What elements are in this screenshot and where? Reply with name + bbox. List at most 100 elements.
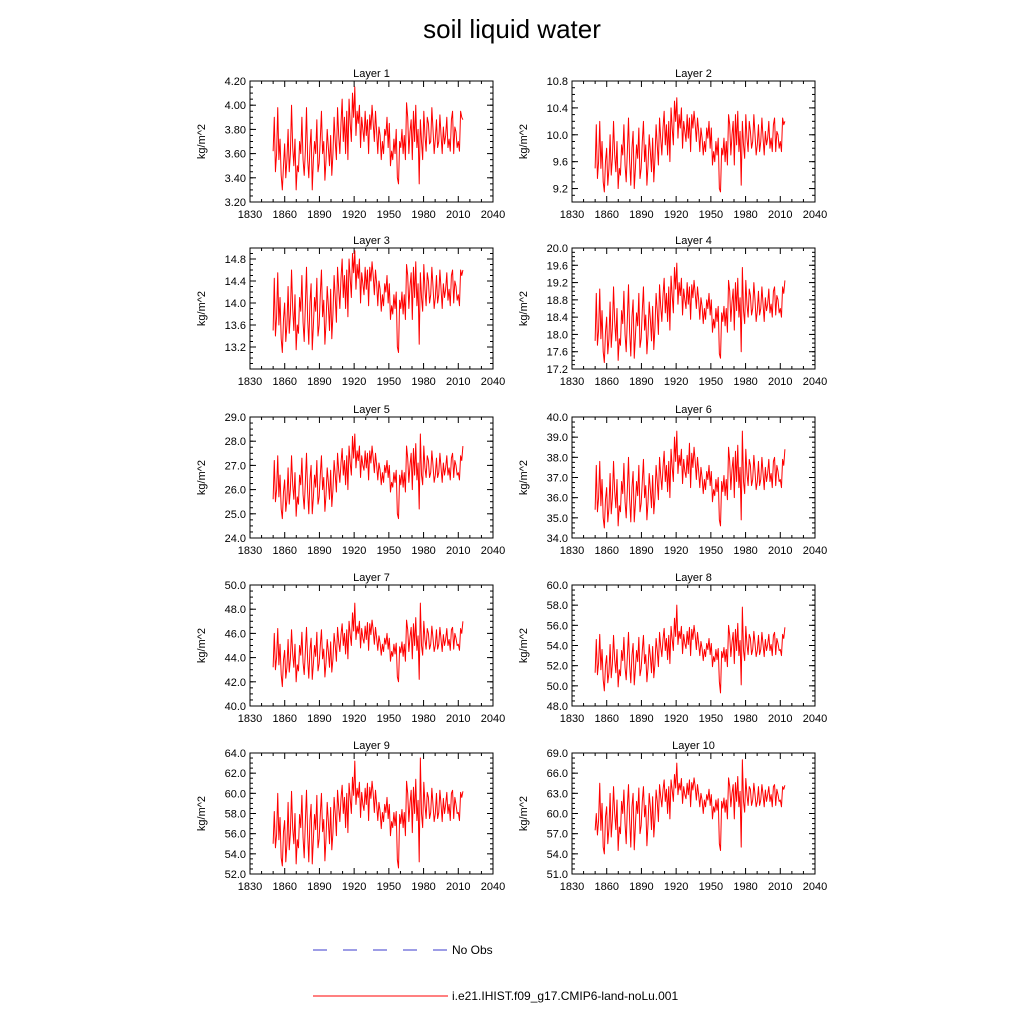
y-axis-label: kg/m^2 (518, 628, 530, 663)
x-tick-label: 1980 (411, 545, 435, 557)
x-tick-label: 1950 (699, 376, 723, 388)
x-tick-label: 1980 (411, 209, 435, 221)
x-tick-label: 1890 (629, 881, 653, 893)
y-tick-label: 13.6 (225, 320, 246, 332)
x-tick-label: 1860 (594, 881, 618, 893)
panel-5: Layer 5 1830 1860 1890 1920 1950 1980 2010 2040 2… (196, 404, 505, 557)
panel-title: Layer 5 (353, 404, 390, 416)
x-tick-label: 1950 (377, 881, 401, 893)
x-tick-label: 1920 (664, 545, 688, 557)
y-tick-label: 54.0 (547, 641, 568, 653)
x-tick-label: 2040 (803, 209, 827, 221)
plot-frame (249, 584, 494, 707)
plot-frame (571, 752, 816, 875)
panel-8: Layer 8 1830 1860 1890 1920 1950 1980 2010 2040 4… (518, 572, 827, 725)
x-tick-label: 1980 (733, 376, 757, 388)
x-tick-label: 1980 (411, 713, 435, 725)
y-tick-label: 9.6 (553, 157, 568, 169)
y-tick-label: 69.0 (547, 748, 568, 760)
y-tick-label: 10.8 (547, 76, 568, 88)
x-tick-label: 1980 (733, 209, 757, 221)
y-tick-label: 28.0 (225, 436, 246, 448)
y-axis-label: kg/m^2 (196, 796, 208, 831)
y-tick-label: 60.0 (225, 788, 246, 800)
y-tick-label: 36.0 (547, 493, 568, 505)
y-tick-label: 29.0 (225, 412, 246, 424)
x-tick-label: 1830 (238, 881, 262, 893)
y-tick-label: 52.0 (547, 661, 568, 673)
x-tick-label: 1950 (699, 209, 723, 221)
x-tick-label: 2040 (803, 713, 827, 725)
x-tick-label: 2010 (768, 713, 792, 725)
x-tick-label: 1980 (733, 881, 757, 893)
y-tick-label: 18.4 (547, 312, 568, 324)
panel-title: Layer 2 (675, 68, 712, 80)
y-axis-label: kg/m^2 (196, 628, 208, 663)
y-tick-label: 3.60 (225, 149, 246, 161)
x-tick-label: 1890 (629, 713, 653, 725)
y-tick-label: 20.0 (547, 243, 568, 255)
x-tick-label: 2040 (481, 881, 505, 893)
y-axis-label: kg/m^2 (196, 124, 208, 159)
panel-10: Layer 10 1830 1860 1890 1920 1950 1980 2010 2040… (518, 740, 827, 893)
x-tick-label: 1920 (664, 376, 688, 388)
panel-9: Layer 9 1830 1860 1890 1920 1950 1980 2010 2040 5… (196, 740, 505, 893)
x-tick-label: 2040 (481, 209, 505, 221)
y-tick-label: 3.40 (225, 173, 246, 185)
x-tick-label: 1890 (307, 545, 331, 557)
y-tick-label: 3.20 (225, 197, 246, 209)
y-tick-label: 40.0 (547, 412, 568, 424)
y-tick-label: 27.0 (225, 460, 246, 472)
series-line-1 (594, 97, 786, 193)
x-tick-label: 1980 (411, 376, 435, 388)
y-axis-label: kg/m^2 (518, 124, 530, 159)
y-tick-label: 38.0 (547, 452, 568, 464)
series-line-1 (594, 604, 786, 694)
x-tick-label: 1860 (594, 376, 618, 388)
y-tick-label: 56.0 (225, 829, 246, 841)
x-tick-label: 1830 (238, 376, 262, 388)
x-tick-label: 1950 (699, 545, 723, 557)
y-tick-label: 66.0 (547, 768, 568, 780)
x-tick-label: 2040 (481, 713, 505, 725)
y-tick-label: 44.0 (225, 653, 246, 665)
panel-title: Layer 6 (675, 404, 712, 416)
x-tick-label: 1890 (307, 713, 331, 725)
y-tick-label: 9.2 (553, 184, 568, 196)
x-tick-label: 2040 (481, 545, 505, 557)
x-tick-label: 1830 (560, 545, 584, 557)
legend: No Obs i.e21.IHIST.f09_g17.CMIP6-land-no… (313, 943, 678, 1003)
x-tick-label: 2010 (446, 545, 470, 557)
x-tick-label: 1920 (664, 713, 688, 725)
y-tick-label: 40.0 (225, 701, 246, 713)
y-tick-label: 60.0 (547, 809, 568, 821)
x-tick-label: 1920 (342, 881, 366, 893)
x-tick-label: 1950 (699, 713, 723, 725)
x-tick-label: 1860 (594, 713, 618, 725)
y-tick-label: 3.80 (225, 124, 246, 136)
x-tick-label: 2010 (446, 881, 470, 893)
series-line-1 (272, 602, 464, 688)
x-tick-label: 1950 (377, 376, 401, 388)
panel-title: Layer 9 (353, 740, 390, 752)
x-tick-label: 1920 (342, 209, 366, 221)
y-tick-label: 4.00 (225, 100, 246, 112)
y-tick-label: 24.0 (225, 533, 246, 545)
x-tick-label: 2040 (803, 545, 827, 557)
series-line-1 (272, 86, 464, 191)
legend-label-model: i.e21.IHIST.f09_g17.CMIP6-land-noLu.001 (452, 989, 678, 1003)
panel-title: Layer 7 (353, 572, 390, 584)
y-tick-label: 19.2 (547, 278, 568, 290)
x-tick-label: 2010 (446, 376, 470, 388)
x-tick-label: 1890 (307, 209, 331, 221)
x-tick-label: 1890 (629, 376, 653, 388)
x-tick-label: 1830 (560, 209, 584, 221)
panel-1: Layer 1 1830 1860 1890 1920 1950 1980 2010 2040 3… (196, 68, 505, 221)
x-tick-label: 2010 (768, 376, 792, 388)
x-tick-label: 1890 (629, 209, 653, 221)
y-tick-label: 19.6 (547, 260, 568, 272)
x-tick-label: 1980 (733, 545, 757, 557)
x-tick-label: 2010 (768, 881, 792, 893)
y-axis-label: kg/m^2 (196, 291, 208, 326)
y-tick-label: 63.0 (547, 788, 568, 800)
